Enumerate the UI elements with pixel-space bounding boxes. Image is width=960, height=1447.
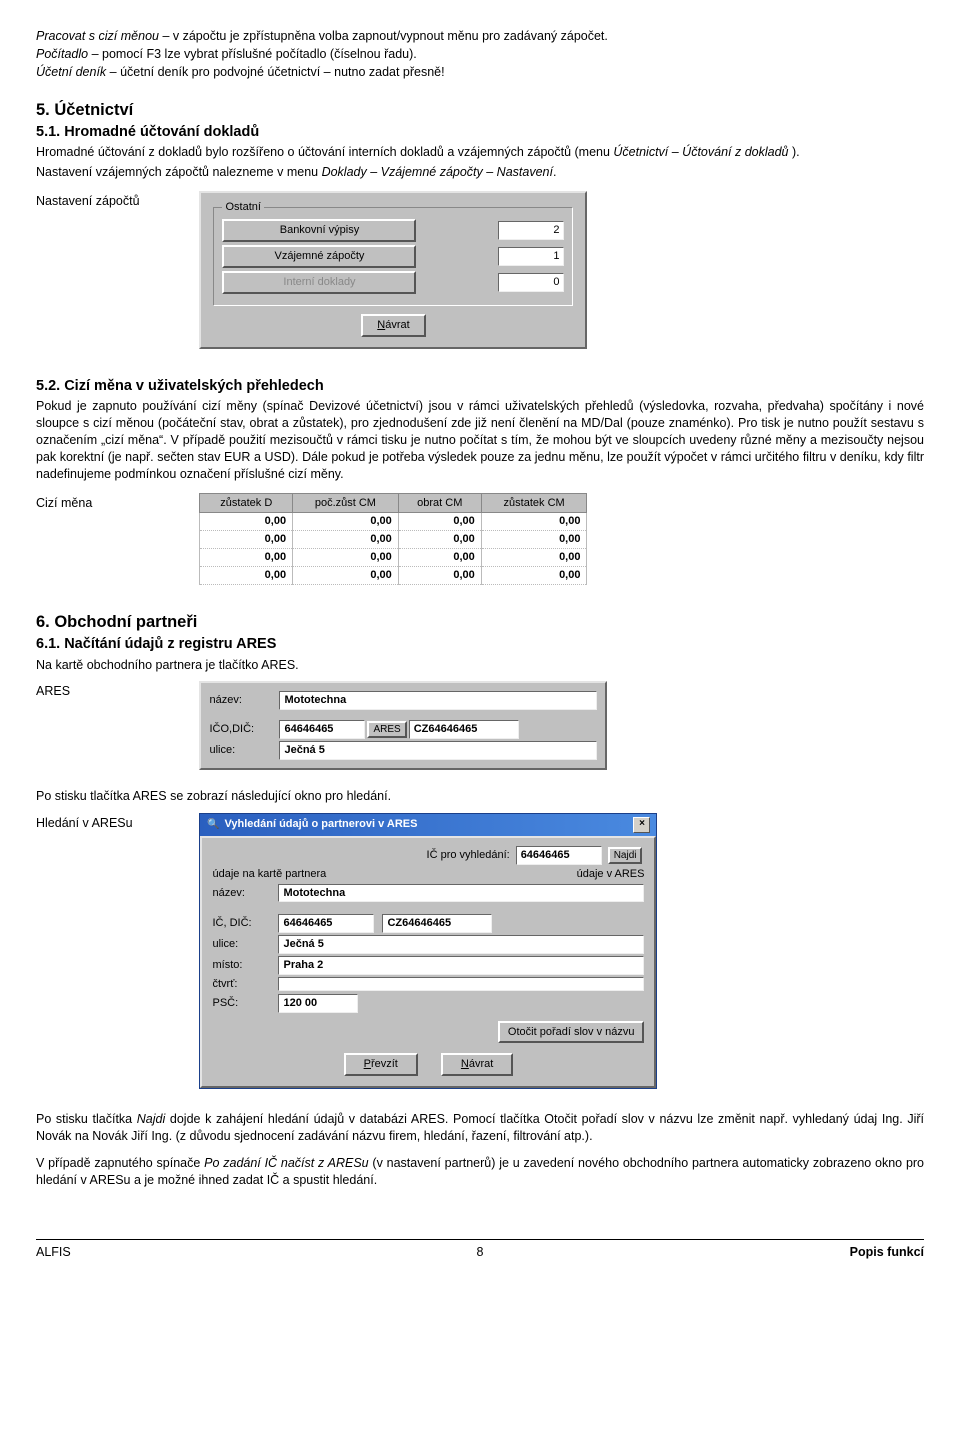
page-footer: ALFIS 8 Popis funkcí [36, 1239, 924, 1261]
table-row: 0,000,000,000,00 [200, 566, 587, 584]
section-5-2-para: Pokud je zapnuto používání cizí měny (sp… [36, 398, 924, 482]
ico-label: IČO,DIČ: [209, 722, 279, 737]
dic-field[interactable]: CZ64646465 [409, 720, 519, 739]
ico-field[interactable]: 64646465 [279, 720, 365, 739]
group-legend: Ostatní [222, 200, 263, 215]
window-icon: 🔍 [206, 818, 220, 832]
cizi-mena-table: zůstatek D poč.zůst CM obrat CM zůstatek… [199, 493, 587, 585]
right-col-label: údaje v ARES [577, 867, 645, 882]
footer-right: Popis funkcí [628, 1244, 924, 1261]
table-row: 0,000,000,000,00 [200, 513, 587, 531]
w-icdic-label: IČ, DIČ: [212, 916, 278, 931]
close-icon[interactable]: × [633, 817, 650, 833]
hledani-ares-label: Hledání v ARESu [36, 815, 196, 832]
section-6-1-para: Na kartě obchodního partnera je tlačítko… [36, 657, 924, 674]
window-title-text: Vyhledání údajů o partnerovi v ARES [224, 817, 417, 832]
intro-line-2: Počítadlo – pomocí F3 lze vybrat přísluš… [36, 46, 924, 63]
ulice-field[interactable]: Ječná 5 [279, 741, 597, 760]
section-5-1-para1: Hromadné účtování z dokladů bylo rozšíře… [36, 144, 924, 161]
cm-header: obrat CM [398, 493, 481, 513]
ares-card-panel: název: Mototechna IČO,DIČ: 64646465 ARES… [199, 681, 607, 770]
intro-line-3: Účetní deník – účetní deník pro podvojné… [36, 64, 924, 81]
w-dic-field[interactable]: CZ64646465 [382, 914, 492, 933]
table-row: 0,000,000,000,00 [200, 531, 587, 549]
cm-header: zůstatek D [200, 493, 293, 513]
w-misto-label: místo: [212, 958, 278, 973]
section-6-1-title: 6.1. Načítání údajů z registru ARES [36, 635, 924, 655]
section-5-title: 5. Účetnictví [36, 99, 924, 121]
najdi-button[interactable]: Najdi [608, 847, 643, 865]
vzajemne-zapocty-button[interactable]: Vzájemné zápočty [222, 245, 416, 268]
after-win-para1: Po stisku tlačítka Najdi dojde k zahájen… [36, 1111, 924, 1145]
section-5-2-title: 5.2. Cizí měna v uživatelských přehledec… [36, 377, 924, 397]
section-5-1-para2: Nastavení vzájemných zápočtů nalezneme v… [36, 164, 924, 181]
after-card-para: Po stisku tlačítka ARES se zobrazí násle… [36, 788, 924, 805]
nastaveni-zapoctu-panel: Ostatní Bankovní výpisy 2 Vzájemné zápoč… [199, 191, 587, 348]
navrat-button-2[interactable]: Návrat [441, 1053, 513, 1076]
cm-header: zůstatek CM [481, 493, 587, 513]
bankovni-vypisy-value[interactable]: 2 [498, 221, 564, 240]
otocit-button[interactable]: Otočit pořadí slov v názvu [498, 1021, 645, 1044]
ares-button[interactable]: ARES [367, 721, 406, 739]
vzajemne-zapocty-value[interactable]: 1 [498, 247, 564, 266]
ulice-label: ulice: [209, 743, 279, 758]
w-nazev-field[interactable]: Mototechna [278, 884, 644, 903]
section-5-1-title: 5.1. Hromadné účtování dokladů [36, 123, 924, 143]
ic-search-field[interactable]: 64646465 [516, 846, 602, 865]
footer-page-number: 8 [332, 1244, 628, 1261]
w-ulice-field[interactable]: Ječná 5 [278, 935, 644, 954]
zapocty-label: Nastavení zápočtů [36, 193, 196, 210]
w-nazev-label: název: [212, 886, 278, 901]
section-6-title: 6. Obchodní partneři [36, 611, 924, 633]
w-psc-field[interactable]: 120 00 [278, 994, 358, 1013]
ares-label: ARES [36, 683, 196, 700]
intro-line-1: Pracovat s cizí měnou – v zápočtu je zpř… [36, 28, 924, 45]
after-win-para2: V případě zapnutého spínače Po zadání IČ… [36, 1155, 924, 1189]
bankovni-vypisy-button[interactable]: Bankovní výpisy [222, 219, 416, 242]
w-ctvrt-field[interactable] [278, 977, 644, 991]
nazev-label: název: [209, 693, 279, 708]
window-titlebar: 🔍 Vyhledání údajů o partnerovi v ARES × [200, 814, 656, 836]
ic-search-label: IČ pro vyhledání: [427, 848, 510, 863]
w-ulice-label: ulice: [212, 937, 278, 952]
ares-search-window: 🔍 Vyhledání údajů o partnerovi v ARES × … [199, 813, 657, 1089]
cizi-mena-label: Cizí měna [36, 495, 196, 512]
interni-doklady-button: Interní doklady [222, 271, 416, 294]
footer-left: ALFIS [36, 1244, 332, 1261]
navrat-button[interactable]: Návrat [361, 314, 425, 337]
w-misto-field[interactable]: Praha 2 [278, 956, 644, 975]
w-ctvrt-label: čtvrť: [212, 977, 278, 992]
nazev-field[interactable]: Mototechna [279, 691, 597, 710]
interni-doklady-value[interactable]: 0 [498, 273, 564, 292]
cm-header: poč.zůst CM [293, 493, 399, 513]
left-col-label: údaje na kartě partnera [212, 867, 370, 882]
w-ic-field[interactable]: 64646465 [278, 914, 374, 933]
w-psc-label: PSČ: [212, 996, 278, 1011]
table-row: 0,000,000,000,00 [200, 549, 587, 567]
prevzit-button[interactable]: Převzít [344, 1053, 418, 1076]
